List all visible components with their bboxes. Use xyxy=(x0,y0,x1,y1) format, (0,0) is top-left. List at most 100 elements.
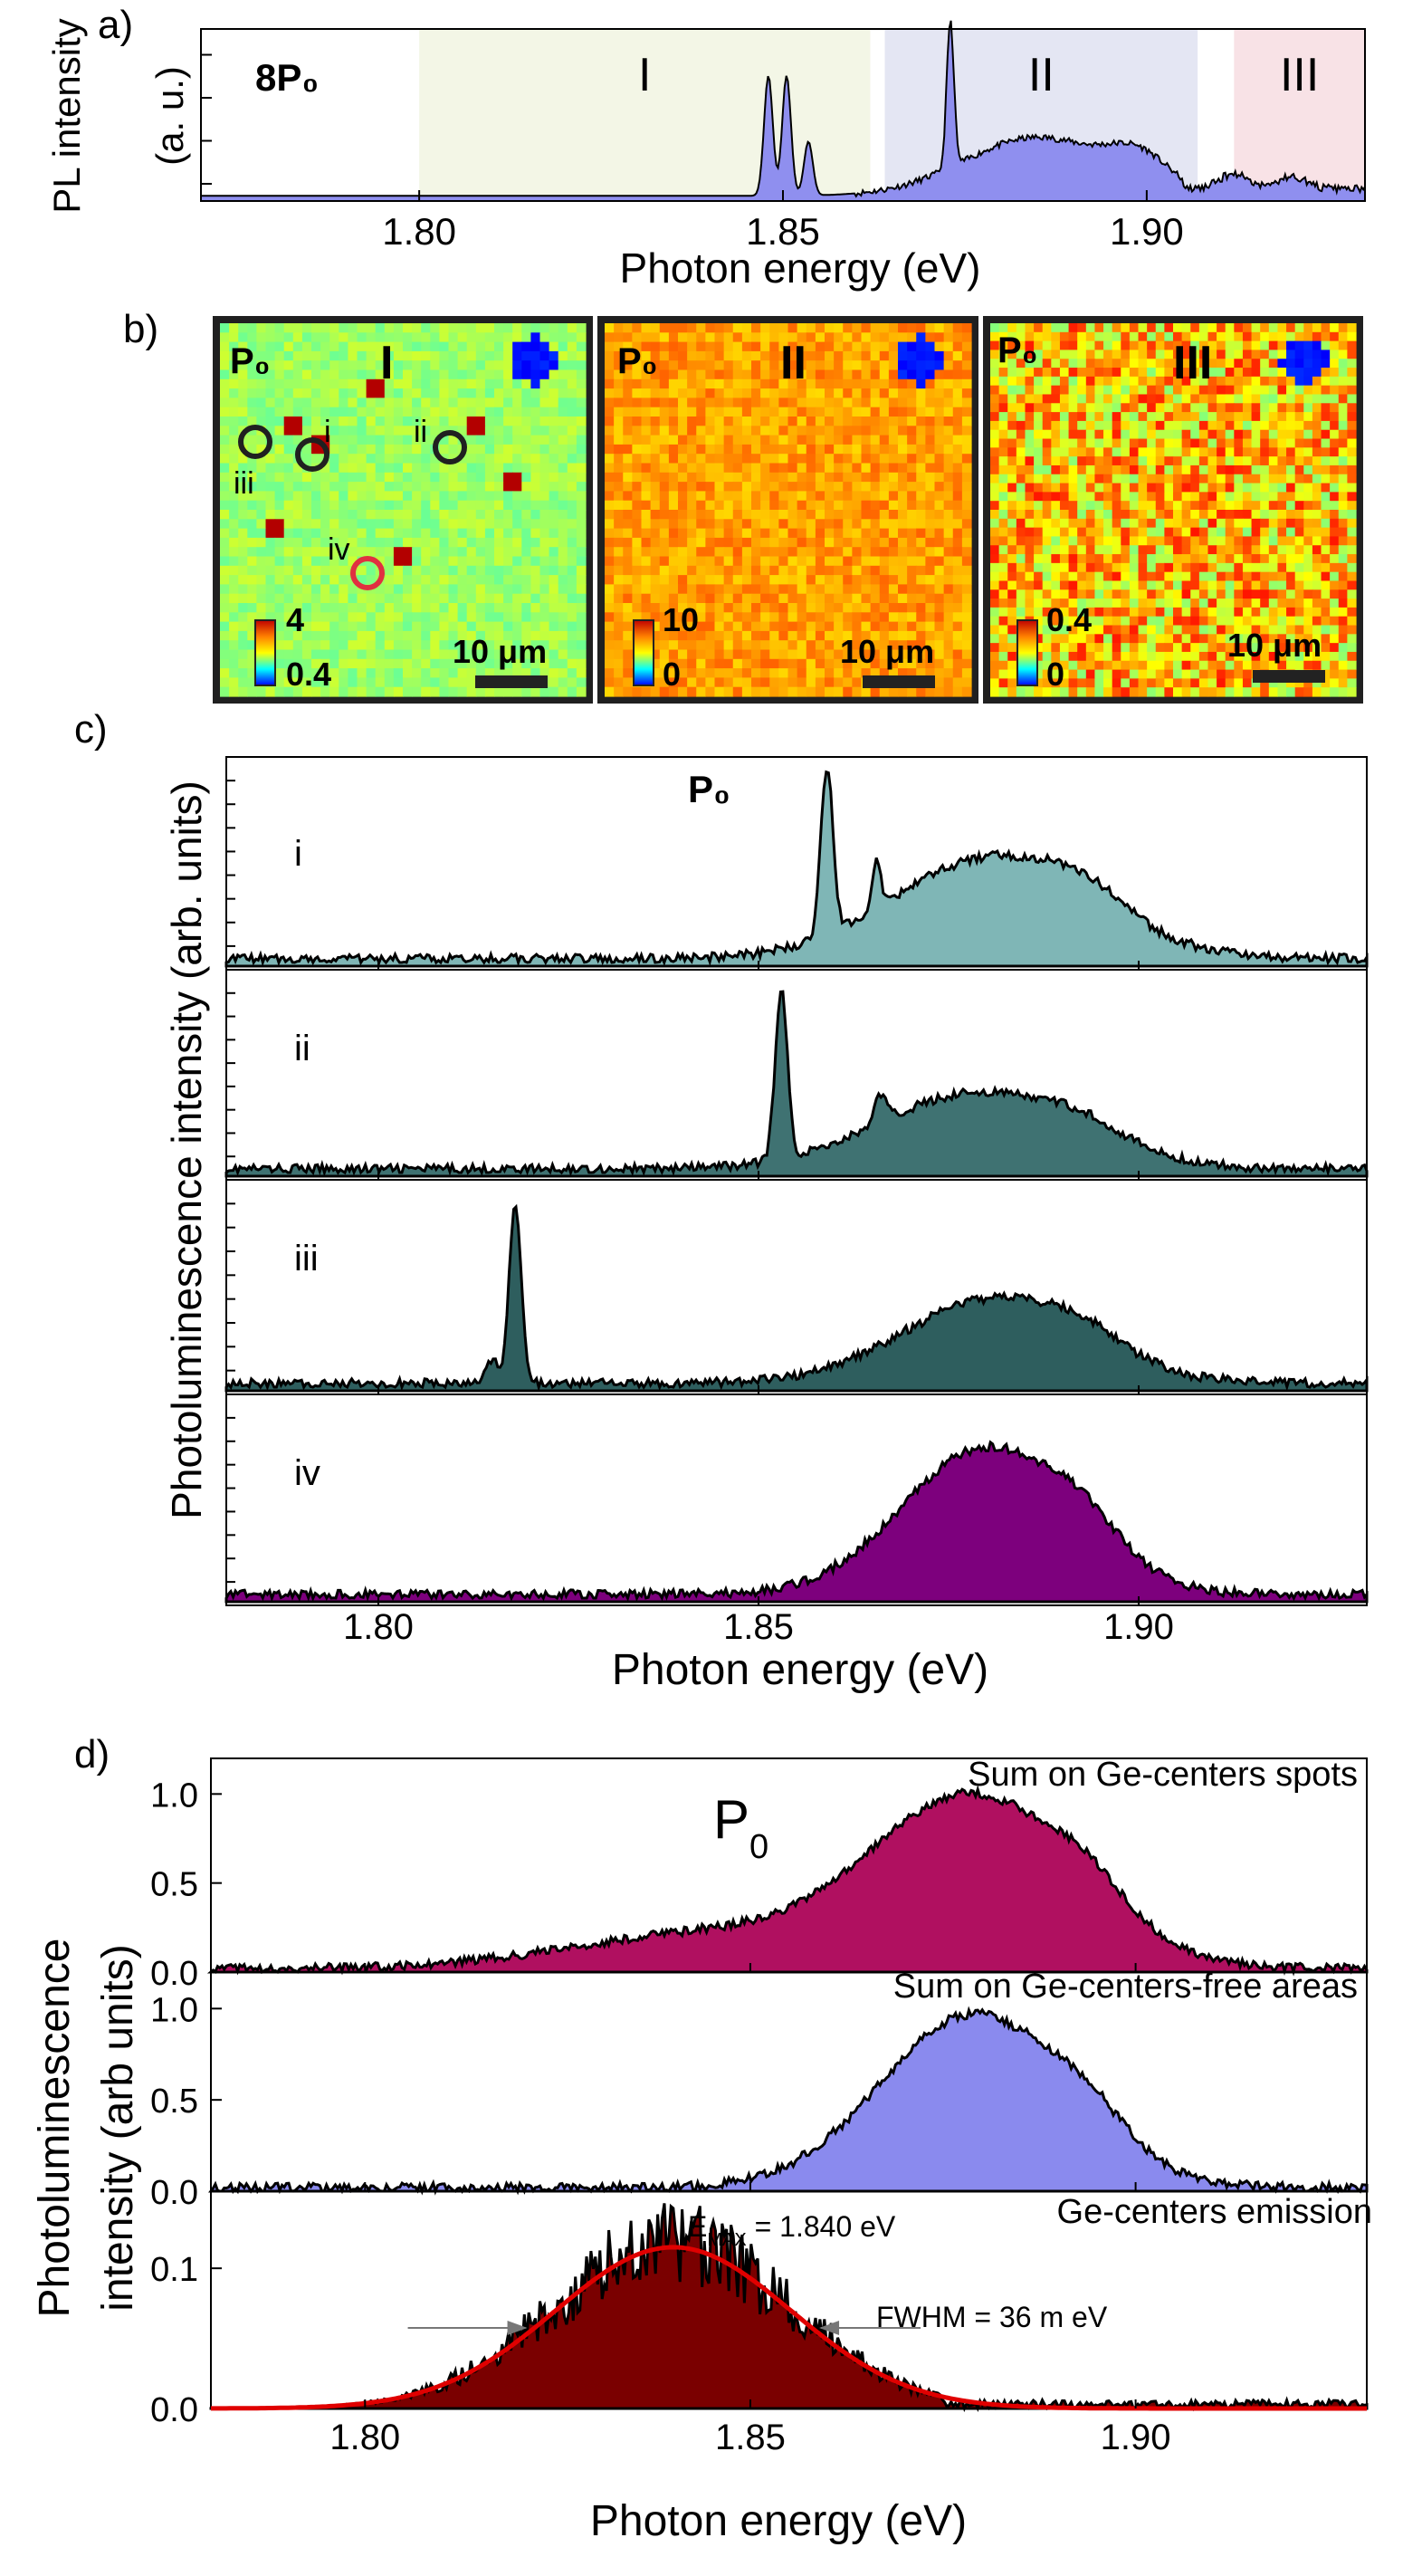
mapI-px xyxy=(521,444,531,455)
mapII-px xyxy=(952,332,963,343)
mapIII-px xyxy=(1042,669,1052,679)
mapI-px xyxy=(348,378,358,389)
mapII-px xyxy=(797,341,807,352)
mapIII-px xyxy=(1173,607,1183,618)
mapIII-px xyxy=(1251,580,1261,590)
mapII-px xyxy=(687,482,697,492)
mapI-px xyxy=(475,537,486,548)
mapI-px xyxy=(558,378,568,389)
mapIII-px xyxy=(1330,385,1340,396)
mapII-px xyxy=(687,556,697,567)
mapIII-px xyxy=(1085,447,1096,457)
mapIII-px xyxy=(1034,350,1044,359)
mapI-px xyxy=(348,677,358,688)
mapIII-px xyxy=(1164,510,1174,520)
mapII-px xyxy=(925,584,936,595)
mapI-px xyxy=(521,332,531,343)
mapIII-px xyxy=(1129,571,1140,582)
mapI-px xyxy=(357,640,367,651)
mapII-px xyxy=(760,426,770,436)
mapIII-px xyxy=(1286,464,1296,475)
mapIII-px xyxy=(1007,660,1017,671)
mapI-px xyxy=(512,397,522,408)
mapIII-px xyxy=(1303,483,1313,493)
mapII-px xyxy=(861,640,872,651)
mapIII-px xyxy=(1198,554,1209,564)
mapIII-px xyxy=(1251,368,1261,378)
mapI-px xyxy=(375,556,386,567)
mapI-px xyxy=(301,640,312,651)
mapIII-px xyxy=(1121,562,1131,573)
mapIII-px xyxy=(1198,385,1209,396)
mapIII-px xyxy=(990,438,1000,448)
mapI-px xyxy=(576,575,587,585)
mapII-px xyxy=(760,510,770,520)
map-I-roman: I xyxy=(380,337,393,389)
mapIII-px xyxy=(1312,501,1322,511)
mapII-px xyxy=(961,435,972,445)
mapI-px xyxy=(238,603,248,613)
mapII-px xyxy=(898,360,908,371)
mapI-px xyxy=(576,369,587,380)
mapI-px xyxy=(393,584,404,595)
mapII-px xyxy=(705,482,716,492)
mapI-px xyxy=(274,668,285,678)
mapI-px xyxy=(247,323,257,333)
mapIII-px xyxy=(1121,545,1131,555)
mapII-px xyxy=(861,528,872,539)
mapIII-px xyxy=(1207,669,1217,679)
mapIII-px xyxy=(1181,429,1191,440)
mapII-px xyxy=(687,668,697,678)
mapIII-px xyxy=(998,571,1008,582)
mapI-px xyxy=(430,658,440,669)
mapII-px xyxy=(614,472,624,483)
mapII-px xyxy=(916,528,926,539)
mapI-px xyxy=(421,640,431,651)
mapI-px xyxy=(466,407,477,417)
mapII-px xyxy=(852,417,863,426)
mapII-px xyxy=(605,407,615,417)
mapII-px xyxy=(650,658,661,669)
mapII-px xyxy=(760,435,770,445)
mapI-px xyxy=(229,482,239,492)
mapII-px xyxy=(668,323,679,333)
mapII-px xyxy=(888,584,899,595)
mapIII-px xyxy=(1347,634,1357,644)
mapIII-px xyxy=(1217,554,1226,564)
mapIII-px xyxy=(1277,589,1287,599)
mapI-px xyxy=(503,556,513,567)
mapI-px xyxy=(466,519,477,530)
mapII-px xyxy=(943,621,954,632)
mapI-px xyxy=(274,510,285,520)
mapII-px xyxy=(623,575,633,585)
mapI-px xyxy=(430,360,440,371)
mapIII-px xyxy=(1286,340,1296,351)
mapI-px xyxy=(539,519,550,530)
mapIII-px xyxy=(998,660,1008,671)
mapI-px xyxy=(558,463,568,474)
mapI-px xyxy=(530,360,541,371)
mapIII-px xyxy=(1207,323,1217,333)
mapIII-px xyxy=(1007,368,1017,378)
mapI-px xyxy=(348,510,358,520)
mapIII-px xyxy=(1068,483,1078,493)
mapIII-px xyxy=(1007,651,1017,662)
spot-ii-circle xyxy=(433,430,467,464)
mapII-px xyxy=(769,565,779,576)
mapII-px xyxy=(705,677,716,688)
mapIII-px xyxy=(1094,660,1104,671)
mapII-px xyxy=(751,417,761,426)
mapI-px xyxy=(247,593,257,604)
mapIII-px xyxy=(1077,350,1087,359)
mapI-px xyxy=(357,510,367,520)
mapIII-px xyxy=(1164,340,1174,351)
mapI-px xyxy=(348,369,358,380)
mapIII-px xyxy=(1286,323,1296,333)
mapII-px xyxy=(879,584,890,595)
mapII-px xyxy=(614,556,624,567)
mapI-px xyxy=(494,528,504,539)
mapI-px xyxy=(421,435,431,445)
mapII-px xyxy=(614,360,624,371)
mapII-px xyxy=(834,612,844,623)
mapIII-px xyxy=(1077,589,1087,599)
